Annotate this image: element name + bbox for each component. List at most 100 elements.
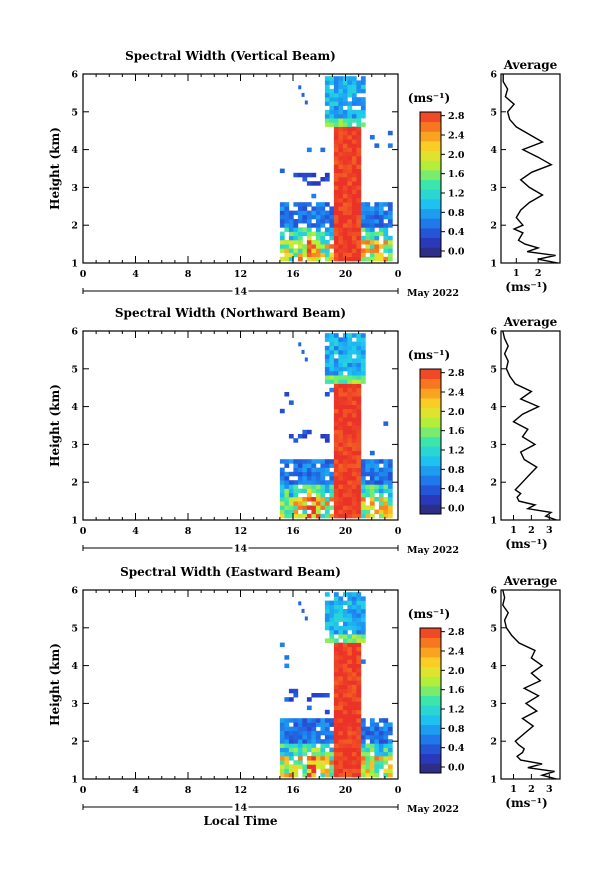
heatmap-cell bbox=[360, 497, 366, 502]
colorbar-swatch bbox=[420, 494, 441, 505]
heatmap-cell bbox=[360, 333, 366, 338]
heatmap-cell bbox=[387, 722, 393, 727]
heatmap-cell bbox=[342, 434, 348, 439]
heatmap-cell bbox=[329, 471, 335, 477]
heatmap-cell bbox=[347, 168, 353, 174]
heatmap-cell bbox=[351, 164, 357, 169]
heatmap-cell bbox=[293, 227, 299, 232]
heatmap-cell bbox=[351, 379, 357, 384]
heatmap-cell bbox=[333, 688, 339, 694]
heatmap-cell bbox=[320, 743, 326, 748]
heatmap-cell bbox=[306, 210, 312, 216]
heatmap-cell bbox=[302, 764, 308, 769]
heatmap-cell bbox=[333, 88, 339, 94]
heatmap-cell bbox=[351, 450, 357, 456]
heatmap-cell bbox=[338, 747, 344, 753]
heatmap-cell bbox=[351, 118, 357, 123]
heatmap-cell bbox=[383, 459, 389, 464]
heatmap-cell bbox=[383, 756, 389, 761]
heatmap-cell bbox=[351, 617, 357, 622]
heatmap-cell bbox=[374, 756, 380, 761]
heatmap-cell bbox=[351, 202, 357, 207]
heatmap-cell bbox=[284, 772, 290, 778]
heatmap-cell bbox=[293, 484, 299, 489]
heatmap-cell bbox=[347, 596, 353, 601]
heatmap-cell bbox=[284, 392, 290, 397]
colorbar-swatch bbox=[420, 446, 441, 457]
heatmap-cell bbox=[378, 726, 384, 732]
heatmap-cell bbox=[342, 219, 348, 224]
heatmap-cell bbox=[288, 688, 294, 694]
heatmap-cell bbox=[351, 101, 357, 106]
heatmap-cell bbox=[338, 596, 344, 601]
heatmap-cell bbox=[342, 764, 348, 769]
heatmap-cell bbox=[342, 630, 348, 635]
heatmap-cell bbox=[347, 709, 353, 715]
heatmap-cell bbox=[387, 751, 393, 757]
heatmap-cell bbox=[356, 663, 362, 669]
heatmap-cell bbox=[298, 85, 302, 90]
heatmap-cell bbox=[315, 248, 321, 253]
heatmap-cell bbox=[338, 513, 344, 519]
heatmap-cell bbox=[333, 341, 339, 347]
heatmap-cell bbox=[306, 476, 312, 481]
heatmap-cell bbox=[320, 768, 326, 774]
heatmap-cell bbox=[302, 252, 308, 258]
heatmap-cell bbox=[284, 722, 290, 727]
heatmap-cell bbox=[347, 429, 353, 435]
heatmap-cell bbox=[356, 181, 362, 186]
heatmap-cell bbox=[329, 235, 335, 241]
heatmap-cell bbox=[351, 630, 357, 635]
heatmap-cell bbox=[302, 206, 308, 211]
heatmap-cell bbox=[293, 726, 299, 732]
heatmap-cell bbox=[329, 362, 335, 368]
average-x-tick-label: 3 bbox=[546, 784, 553, 795]
heatmap-cell bbox=[315, 235, 321, 241]
heatmap-cell bbox=[342, 625, 348, 631]
heatmap-cell bbox=[338, 362, 344, 368]
heatmap-cell bbox=[315, 202, 321, 207]
heatmap-cell bbox=[365, 202, 371, 207]
heatmap-cell bbox=[297, 172, 303, 178]
average-title: Average bbox=[503, 58, 558, 72]
heatmap-cell bbox=[365, 471, 371, 477]
heatmap-cell bbox=[329, 497, 335, 502]
heatmap-cell bbox=[279, 219, 285, 224]
heatmap-cell bbox=[297, 202, 303, 207]
heatmap-cell bbox=[338, 488, 344, 494]
heatmap-cell bbox=[356, 722, 362, 727]
heatmap-cell bbox=[356, 135, 362, 140]
heatmap-cell bbox=[311, 747, 317, 753]
heatmap-cell bbox=[342, 735, 348, 740]
heatmap-cell bbox=[374, 739, 380, 744]
heatmap-cell bbox=[315, 501, 321, 506]
average-y-tick-label: 5 bbox=[490, 364, 497, 375]
heatmap-cell bbox=[378, 476, 384, 481]
heatmap-cell bbox=[347, 371, 353, 376]
heatmap-cell bbox=[365, 730, 371, 736]
heatmap-cell bbox=[360, 341, 366, 347]
heatmap-cell bbox=[351, 345, 357, 351]
heatmap-cell bbox=[356, 709, 362, 715]
heatmap-cell bbox=[315, 476, 321, 481]
heatmap-cell bbox=[342, 680, 348, 685]
heatmap-cell bbox=[342, 185, 348, 190]
colorbar: (ms⁻¹)0.00.40.81.21.62.02.42.8 bbox=[408, 607, 465, 774]
heatmap-cell bbox=[333, 768, 339, 774]
heatmap-cell bbox=[356, 471, 362, 477]
colorbar-tick-label: 1.6 bbox=[448, 685, 465, 696]
y-tick-label: 4 bbox=[71, 661, 78, 672]
heatmap-cell bbox=[338, 730, 344, 736]
heatmap-cell bbox=[333, 97, 339, 102]
heatmap-cell bbox=[342, 379, 348, 384]
heatmap-cell bbox=[356, 596, 362, 601]
heatmap-cell bbox=[356, 240, 362, 245]
heatmap-cell bbox=[365, 747, 371, 753]
heatmap-cell bbox=[351, 471, 357, 477]
heatmap-cell bbox=[369, 484, 375, 489]
heatmap-cell bbox=[324, 760, 330, 765]
heatmap-cell bbox=[342, 438, 348, 443]
heatmap-cell bbox=[383, 772, 389, 778]
colorbar-swatch bbox=[420, 763, 441, 774]
heatmap-cell bbox=[369, 256, 375, 262]
